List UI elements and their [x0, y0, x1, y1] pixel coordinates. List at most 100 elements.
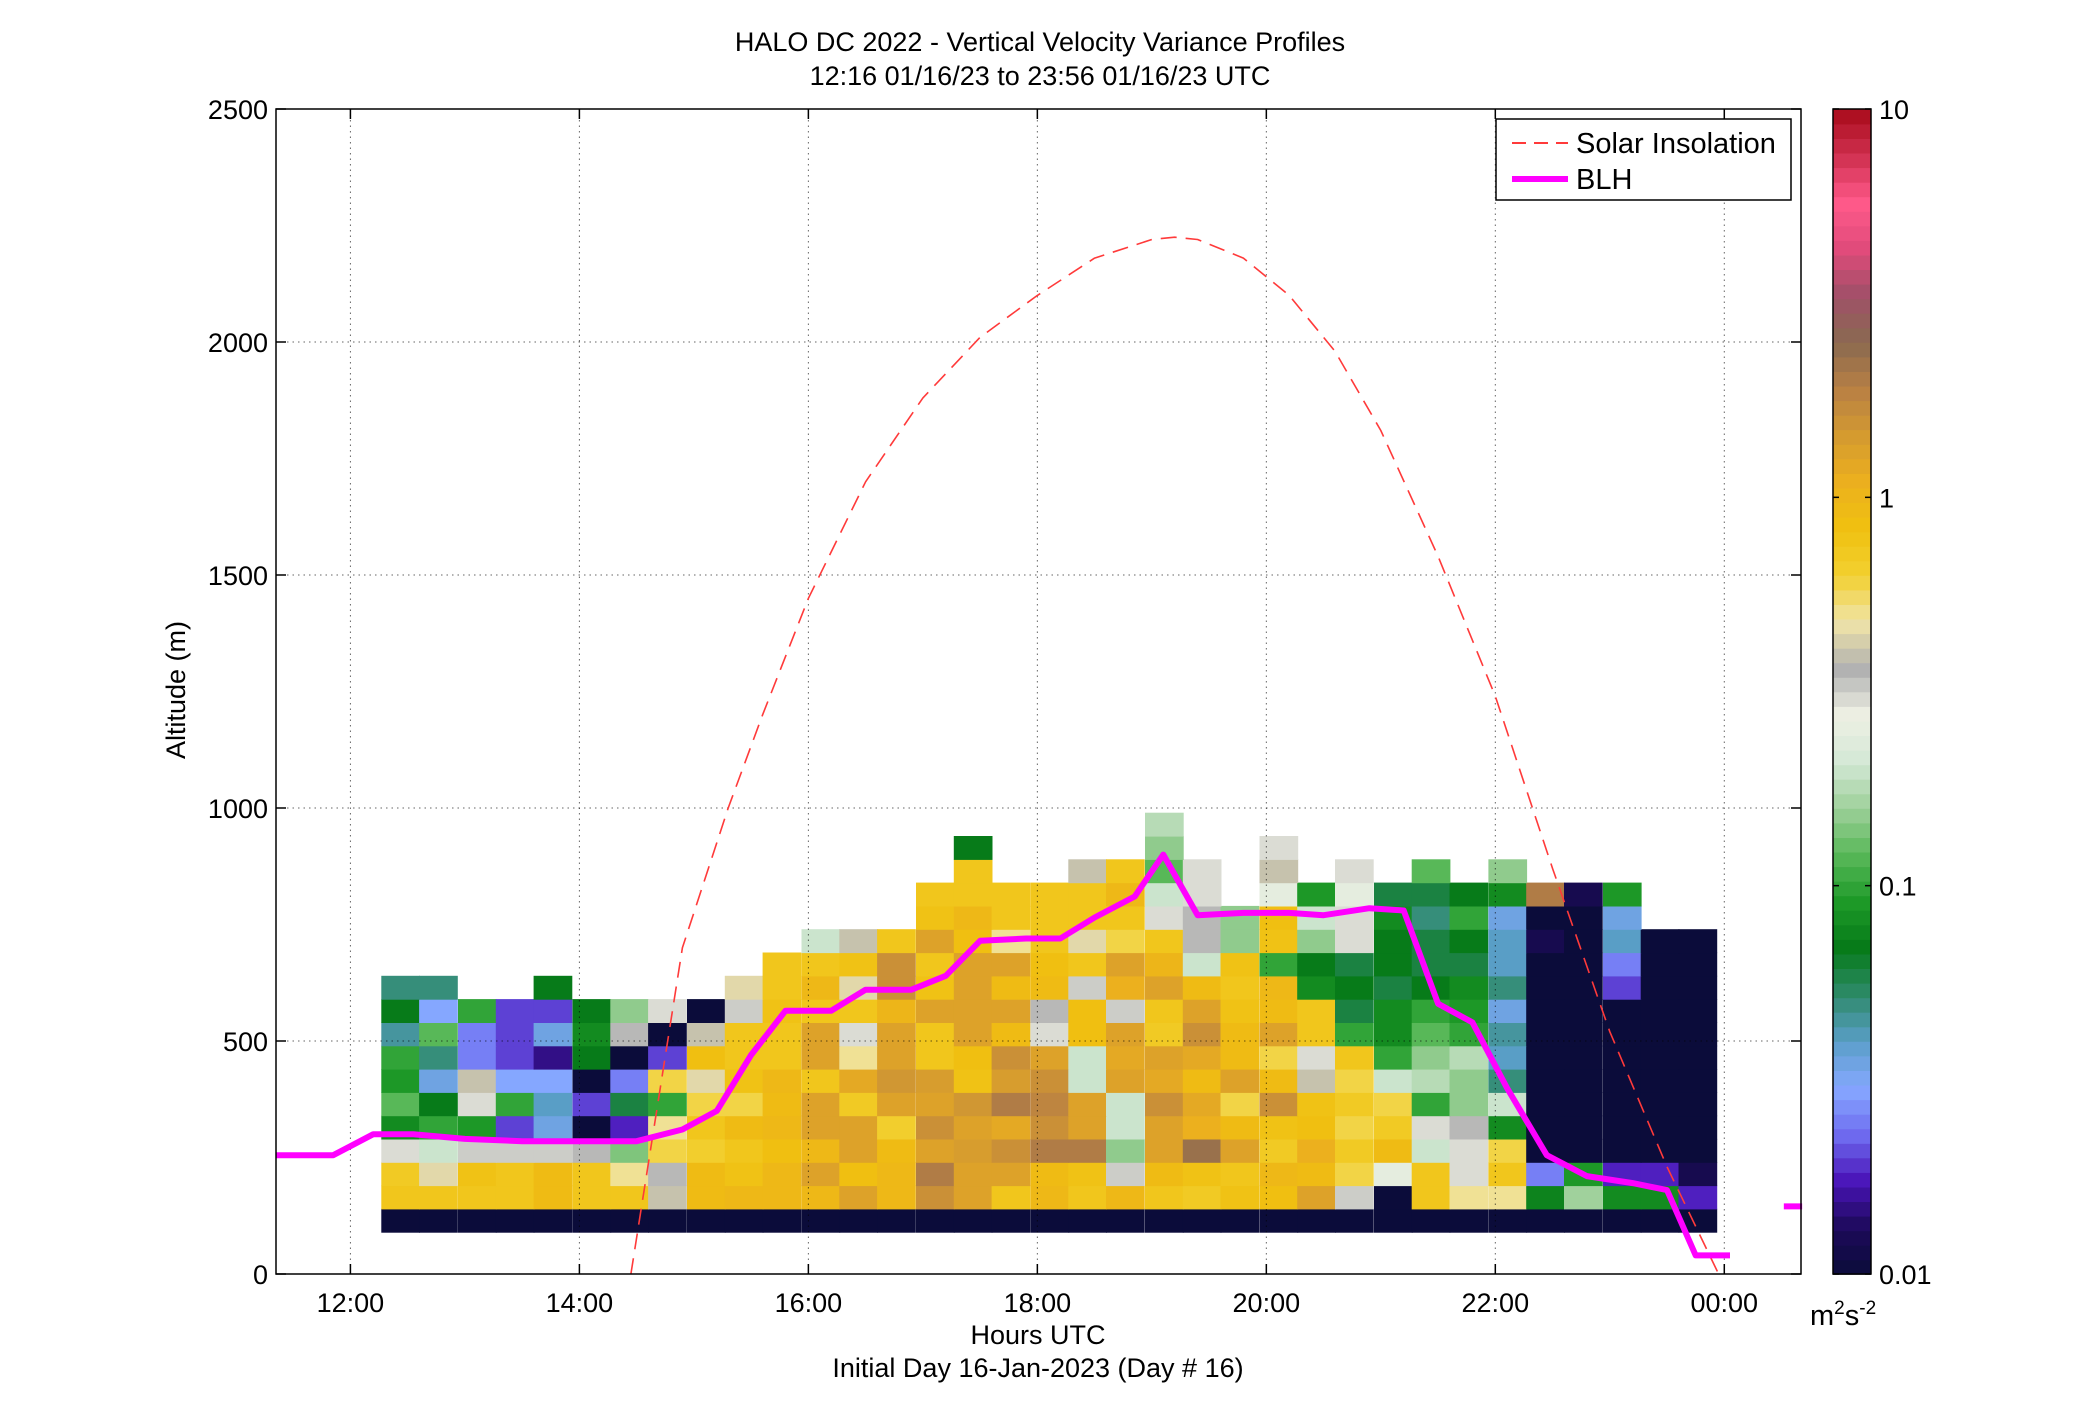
heatmap-cell: [1182, 999, 1222, 1023]
heatmap-cell: [495, 1022, 535, 1047]
heatmap-cell: [687, 1185, 726, 1210]
heatmap-cell: [724, 1115, 764, 1140]
heatmap-cell: [495, 1069, 535, 1093]
heatmap-cell: [1259, 929, 1299, 954]
heatmap-cell: [419, 999, 458, 1023]
heatmap-cell: [687, 1162, 726, 1187]
colorbar-swatch: [1833, 545, 1871, 562]
heatmap-cell: [1145, 812, 1184, 837]
heatmap-cell: [1488, 905, 1528, 930]
heatmap-cell: [953, 1022, 993, 1047]
heatmap-cell: [1411, 929, 1451, 954]
colorbar-swatch: [1833, 1070, 1871, 1086]
heatmap-cell: [1106, 1115, 1145, 1140]
heatmap-cell: [458, 1069, 497, 1093]
heatmap-cell: [1145, 1115, 1184, 1140]
heatmap-cell: [381, 1162, 420, 1187]
heatmap-cell: [648, 1185, 687, 1210]
heatmap-cell: [839, 1115, 878, 1140]
heatmap-cell: [458, 1045, 497, 1070]
heatmap-cell: [1068, 1185, 1107, 1210]
heatmap-cell: [1488, 952, 1528, 977]
heatmap-cell: [724, 1138, 764, 1163]
heatmap-cell: [381, 1045, 420, 1070]
heatmap-cell: [419, 1138, 458, 1163]
heatmap-cell: [801, 1045, 841, 1070]
heatmap-cell: [1182, 1162, 1222, 1187]
heatmap-cell: [1449, 1069, 1489, 1093]
heatmap-cell: [1488, 882, 1528, 907]
heatmap-cell: [1602, 1138, 1642, 1163]
heatmap-cell: [1449, 1162, 1489, 1187]
colorbar-swatch: [1833, 283, 1871, 300]
heatmap-cell: [1564, 1069, 1603, 1093]
heatmap-cell: [1335, 1138, 1374, 1163]
colorbar-tick-label: 0.1: [1879, 872, 1917, 902]
heatmap-cell: [533, 975, 573, 1000]
heatmap-cell: [687, 1208, 726, 1233]
heatmap-cell: [877, 929, 916, 954]
heatmap-cell: [1526, 1185, 1565, 1210]
heatmap-cell: [916, 1138, 955, 1163]
heatmap-cell: [801, 1208, 841, 1233]
heatmap-cell: [1335, 859, 1374, 884]
heatmap-cell: [839, 952, 878, 977]
colorbar: [1833, 109, 1871, 1275]
colorbar-swatch: [1833, 793, 1871, 809]
heatmap-cell: [1488, 975, 1528, 1000]
heatmap-cell: [1335, 1185, 1374, 1210]
y-tick-label: 2000: [208, 328, 268, 358]
heatmap-cell: [1030, 1185, 1070, 1210]
heatmap-cell: [1182, 859, 1222, 884]
heatmap-cell: [1297, 1115, 1336, 1140]
colorbar-swatch: [1833, 1201, 1871, 1217]
heatmap-cell: [953, 882, 993, 907]
heatmap-cell: [1640, 1208, 1680, 1233]
heatmap-cell: [953, 1185, 993, 1210]
heatmap-cell: [1030, 1092, 1070, 1117]
heatmap-cell: [1678, 1115, 1718, 1140]
colorbar-frame: [1832, 108, 1872, 1275]
heatmap-cell: [839, 1138, 878, 1163]
heatmap-cell: [495, 1185, 535, 1210]
heatmap-cell: [916, 1022, 955, 1047]
heatmap-cell: [762, 1045, 802, 1070]
heatmap-cell: [572, 1138, 612, 1163]
heatmap-cell: [839, 1022, 878, 1047]
heatmap-cell: [1030, 1208, 1070, 1233]
heatmap-cell: [1335, 1162, 1374, 1187]
heatmap-cell: [1335, 952, 1374, 977]
heatmap-cell: [762, 975, 802, 1000]
colorbar-swatch: [1833, 808, 1871, 824]
heatmap-cell: [381, 1022, 420, 1047]
heatmap-cell: [1411, 1162, 1451, 1187]
heatmap-cell: [801, 929, 841, 954]
heatmap-cell: [572, 1069, 612, 1093]
heatmap-cell: [1526, 1162, 1565, 1187]
heatmap-cell: [801, 952, 841, 977]
heatmap-cell: [1640, 1162, 1680, 1187]
heatmap-cell: [1297, 999, 1336, 1023]
heatmap-cell: [801, 1162, 841, 1187]
colorbar-swatch: [1833, 662, 1871, 678]
heatmap-cell: [1259, 859, 1299, 884]
colorbar-swatch: [1833, 633, 1871, 649]
heatmap-cell: [648, 1069, 687, 1093]
colorbar-swatch: [1833, 909, 1871, 926]
heatmap-cell: [1526, 1069, 1565, 1093]
heatmap-cell: [1068, 1162, 1107, 1187]
heatmap-cell: [839, 1092, 878, 1117]
heatmap-cell: [1411, 859, 1451, 884]
heatmap-cell: [572, 1022, 612, 1047]
heatmap-cell: [381, 1185, 420, 1210]
colorbar-tick-label: 0.01: [1879, 1260, 1932, 1290]
heatmap-cell: [687, 999, 726, 1023]
heatmap-cell: [724, 1092, 764, 1117]
legend-solar-label: Solar Insolation: [1576, 128, 1776, 160]
colorbar-swatch: [1833, 1026, 1871, 1042]
heatmap-cell: [1449, 975, 1489, 1000]
heatmap-cell: [572, 999, 612, 1023]
heatmap-cell: [1106, 999, 1145, 1023]
heatmap-cell: [1678, 1045, 1718, 1070]
heatmap-cell: [1145, 1208, 1184, 1233]
